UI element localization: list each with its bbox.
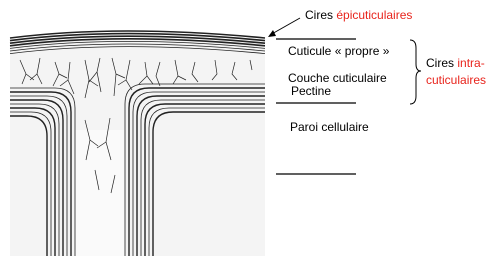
cuticle-line bbox=[9, 30, 266, 39]
arrow bbox=[269, 17, 301, 36]
cuticle-line bbox=[9, 41, 266, 49]
label-highlight: épicuticulaires bbox=[336, 8, 412, 22]
arrow-head bbox=[268, 30, 276, 37]
layer-label: Paroi cellulaire bbox=[290, 120, 369, 134]
label-prefix: Cires bbox=[426, 56, 454, 70]
wall-line bbox=[10, 107, 56, 256]
wall-line bbox=[140, 99, 265, 256]
intracuticular-label: Cires intra- bbox=[426, 56, 485, 70]
cuticle-line bbox=[9, 35, 266, 44]
wall-line bbox=[148, 107, 265, 256]
epicuticular-label: Cires épicuticulaires bbox=[305, 8, 412, 22]
label-highlight: cuticulaires bbox=[426, 73, 486, 87]
layer-label: Pectine bbox=[291, 84, 331, 98]
fibres bbox=[19, 57, 253, 194]
wall-line bbox=[136, 95, 265, 256]
stem-gap bbox=[75, 130, 125, 256]
wall-line bbox=[10, 91, 72, 256]
wall-line bbox=[124, 83, 265, 256]
cuticle-drawing bbox=[9, 30, 266, 256]
wall-line bbox=[10, 115, 48, 256]
cuticle-line bbox=[9, 32, 266, 42]
cuticle-line bbox=[9, 43, 266, 52]
wall-line bbox=[10, 103, 60, 256]
cuticle-line bbox=[9, 38, 266, 47]
wall-line bbox=[128, 87, 265, 256]
cuticle-line bbox=[9, 46, 266, 54]
bracket bbox=[409, 39, 422, 105]
wall-line bbox=[152, 111, 265, 256]
wall-line bbox=[10, 111, 52, 256]
wall-layers bbox=[9, 30, 266, 256]
label-highlight: intra- bbox=[457, 56, 484, 70]
layer-rules bbox=[276, 38, 356, 175]
label-prefix: Cires bbox=[305, 8, 333, 22]
wall-line bbox=[10, 87, 76, 256]
layer-label: Couche cuticulaire bbox=[288, 71, 387, 85]
layer-label: Cuticule « propre » bbox=[288, 44, 390, 58]
wall-line bbox=[144, 103, 265, 256]
wall-line bbox=[132, 91, 265, 256]
wall-line bbox=[10, 95, 68, 256]
wall-line bbox=[10, 99, 64, 256]
